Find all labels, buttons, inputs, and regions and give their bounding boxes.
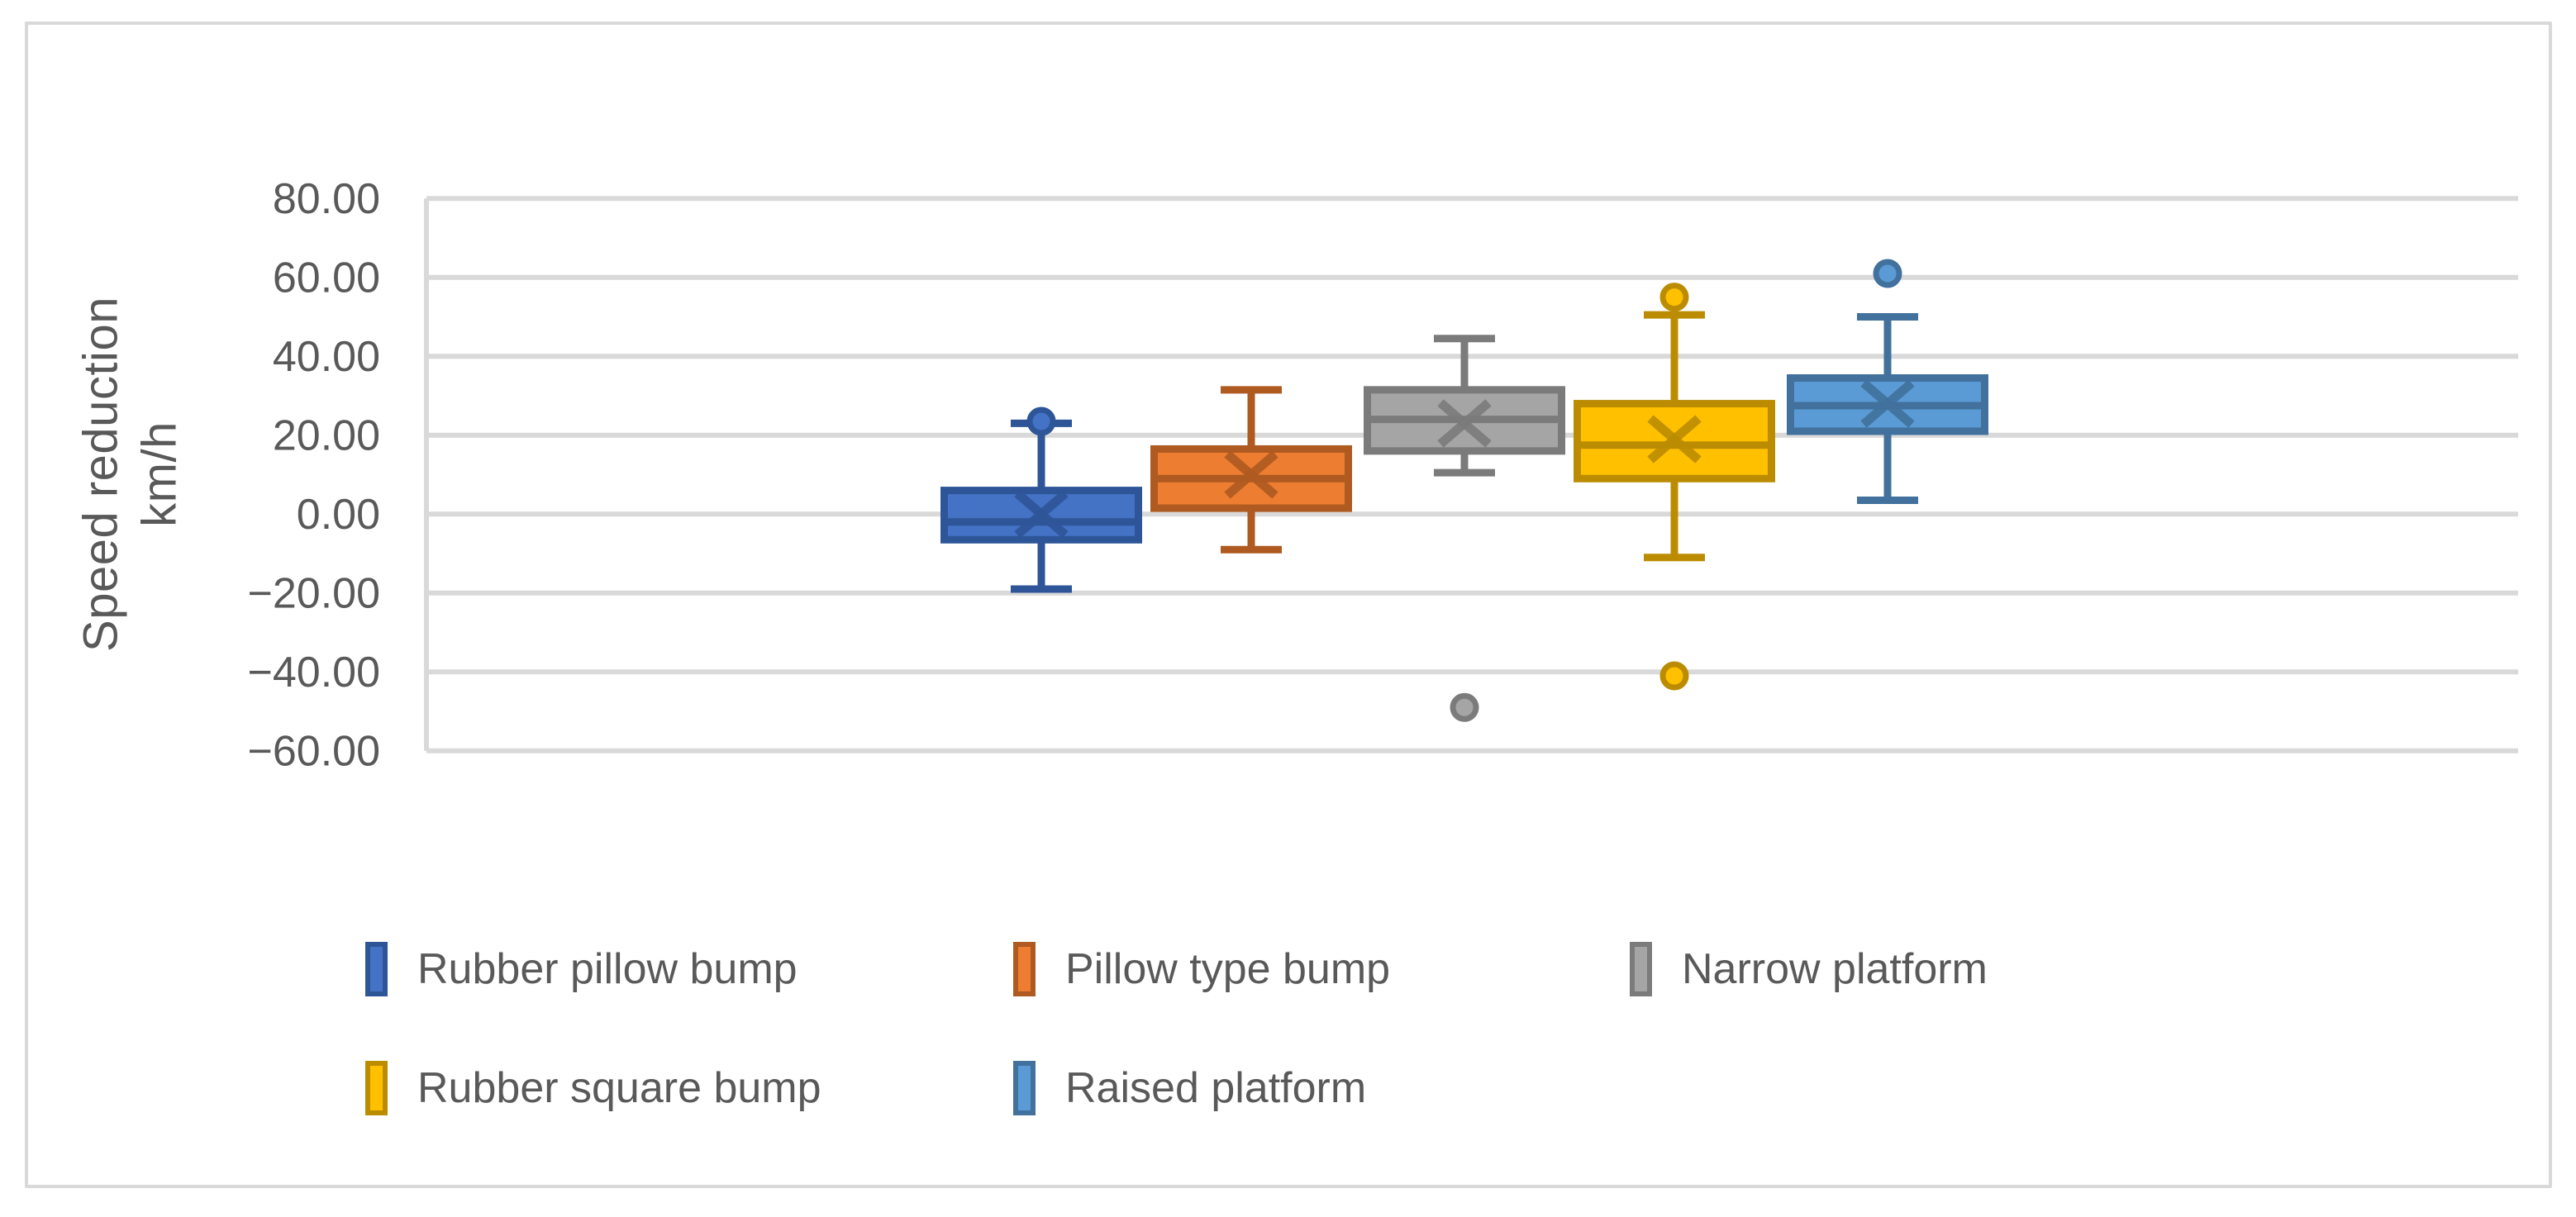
- legend-item-raised-platform: Raised platform: [1013, 1061, 1366, 1115]
- mean-x-marker: [1860, 379, 1915, 428]
- box-plot-rubber-pillow-bump: [940, 406, 1142, 593]
- chart-outer-border: [25, 21, 2552, 1188]
- y-axis-tick-label: 60.00: [273, 254, 380, 302]
- legend-label: Rubber square bump: [417, 1064, 821, 1112]
- legend-item-narrow-platform: Narrow platform: [1630, 942, 1988, 996]
- legend-label: Rubber pillow bump: [417, 945, 798, 993]
- outlier-point: [1873, 259, 1902, 288]
- legend-swatch: [1630, 942, 1652, 996]
- box-plot-raised-platform: [1787, 259, 1988, 505]
- outlier-point: [1026, 406, 1056, 436]
- mean-x-marker: [1647, 415, 1702, 464]
- y-axis-tick-label: −20.00: [248, 569, 381, 617]
- mean-x-marker: [1437, 399, 1492, 448]
- outlier-point: [1450, 692, 1479, 722]
- legend-item-rubber-pillow-bump: Rubber pillow bump: [365, 942, 798, 996]
- legend-item-rubber-square-bump: Rubber square bump: [365, 1061, 821, 1115]
- legend-swatch: [365, 1061, 388, 1115]
- y-axis-tick-label: 0.00: [297, 491, 380, 539]
- legend-label: Pillow type bump: [1065, 945, 1391, 993]
- y-axis-tick-label: 20.00: [273, 411, 380, 459]
- legend-swatch: [365, 942, 388, 996]
- y-axis-tick-label: 40.00: [273, 333, 380, 381]
- legend-label: Narrow platform: [1682, 945, 1988, 993]
- legend-swatch: [1013, 1061, 1036, 1115]
- legend-label: Raised platform: [1065, 1064, 1367, 1112]
- legend-item-pillow-type-bump: Pillow type bump: [1013, 942, 1390, 996]
- box-plot-rubber-square-bump: [1574, 283, 1775, 691]
- y-axis-tick-label: −40.00: [248, 649, 381, 696]
- mean-x-marker: [1224, 450, 1278, 499]
- y-axis-tick-label: −60.00: [248, 727, 381, 775]
- mean-x-marker: [1014, 490, 1069, 539]
- legend-swatch: [1013, 942, 1036, 996]
- box-plot-pillow-type-bump: [1150, 386, 1352, 554]
- box-plot-narrow-platform: [1364, 335, 1565, 722]
- outlier-point: [1659, 661, 1689, 691]
- y-axis-tick-label: 80.00: [273, 175, 380, 223]
- outlier-point: [1659, 283, 1689, 312]
